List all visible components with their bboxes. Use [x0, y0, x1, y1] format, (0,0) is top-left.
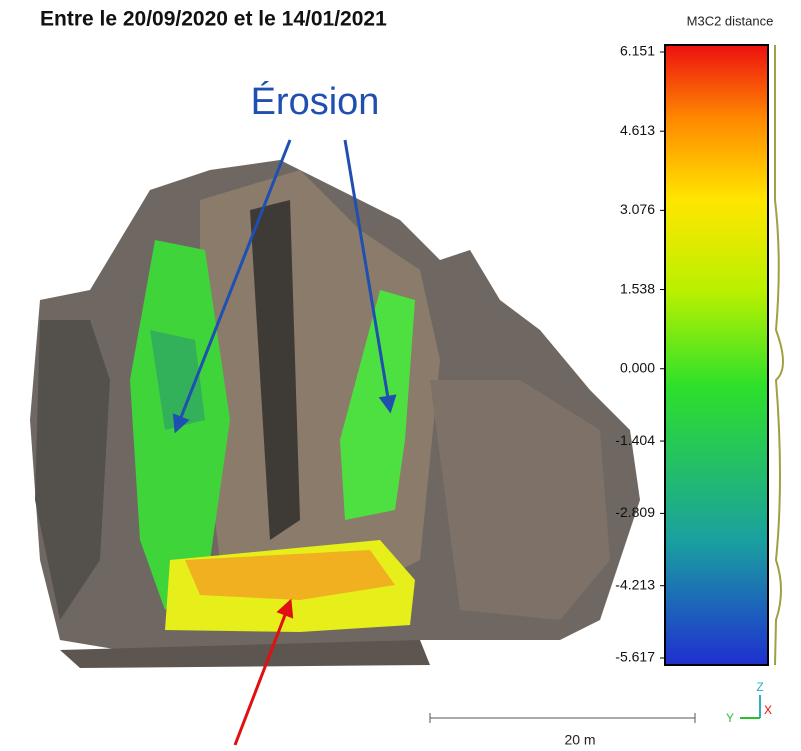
tick-label: -4.213 [615, 576, 655, 592]
colorbar [665, 45, 783, 665]
title: Entre le 20/09/2020 et le 14/01/2021 [40, 8, 387, 31]
axis-z: Z [756, 680, 763, 694]
tick-label: 3.076 [620, 201, 655, 217]
tick-label: -2.809 [615, 504, 655, 520]
histogram [775, 45, 783, 665]
tick-label: -5.617 [615, 649, 655, 665]
annotation: Érosion [251, 80, 380, 123]
screen: Entre le 20/09/2020 et le 14/01/2021 Éro… [0, 0, 801, 751]
axis-icon: Z Y X [726, 680, 772, 725]
point-cloud [30, 160, 640, 668]
axis-x: X [764, 703, 772, 717]
axis-y: Y [726, 711, 734, 725]
tick-label: 6.151 [620, 43, 655, 59]
colorbar-gradient [665, 45, 768, 665]
tick-label: 4.613 [620, 122, 655, 138]
colorbar-title: M3C2 distance [687, 13, 774, 28]
tick-label: 0.000 [620, 359, 655, 375]
tick-label: -1.404 [615, 432, 655, 448]
tick-label: 1.538 [620, 280, 655, 296]
scale-label: 20 m [564, 732, 595, 748]
